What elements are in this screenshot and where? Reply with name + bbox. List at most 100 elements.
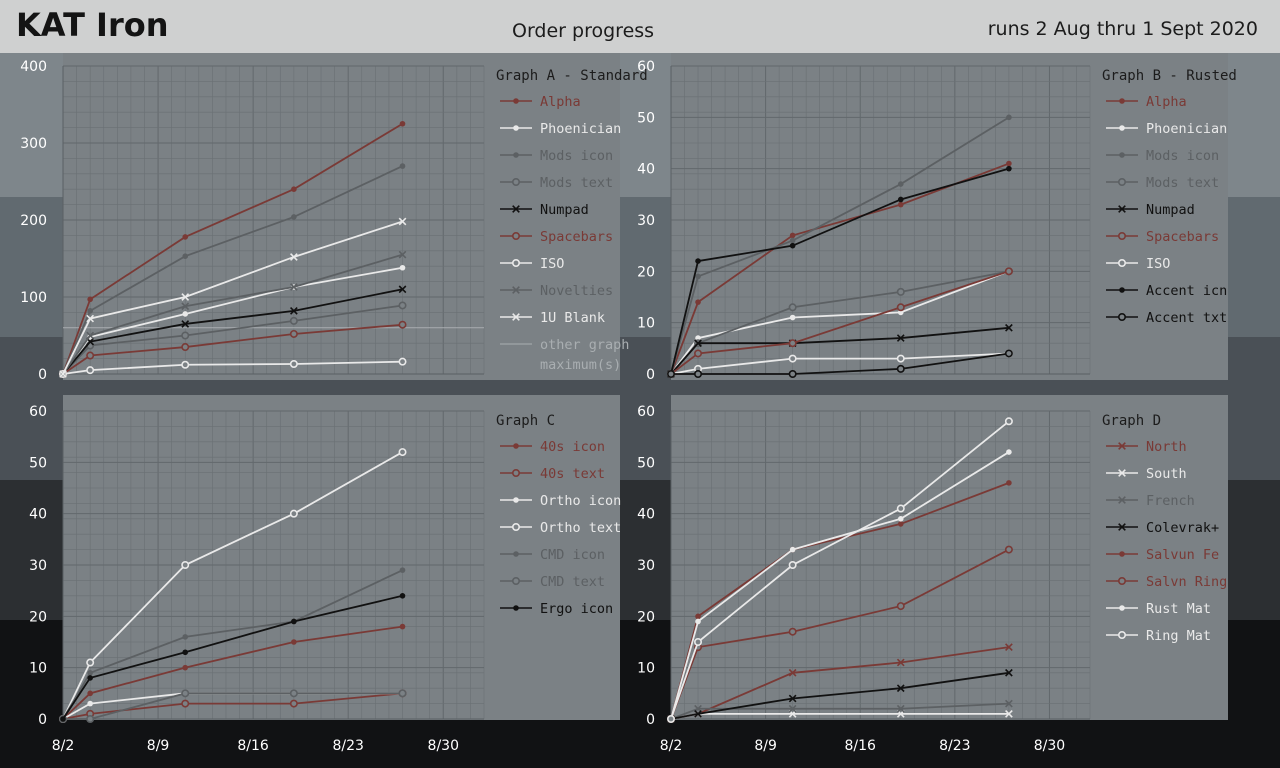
legend-label: ISO	[1146, 256, 1170, 272]
legend-item: Spacebars	[1106, 229, 1219, 245]
legend-marker	[512, 205, 520, 213]
legend-label: Numpad	[540, 202, 589, 218]
page-title: Order progress	[512, 20, 655, 42]
data-point	[181, 320, 190, 328]
y-tick-label: 300	[20, 136, 47, 152]
data-point	[788, 560, 797, 569]
data-point	[289, 689, 298, 698]
data-point	[897, 181, 904, 187]
x-tick-label: 8/2	[52, 738, 75, 754]
legend-marker	[1119, 551, 1125, 557]
brand-title: KAT Iron	[16, 6, 169, 44]
legend-item: ISO	[500, 256, 564, 272]
graph-title: Graph B - Rusted	[1102, 68, 1237, 84]
x-stroke	[1118, 442, 1126, 450]
data-point	[87, 675, 93, 681]
x-stroke	[1118, 523, 1126, 531]
legend-item: Salvn Ring	[1106, 574, 1227, 590]
data-point	[896, 602, 905, 611]
data-point	[1005, 699, 1013, 708]
legend-marker	[1119, 98, 1125, 104]
data-point	[86, 714, 95, 723]
legend-marker	[1118, 523, 1126, 531]
data-point	[290, 283, 298, 291]
series-accent-txt	[666, 349, 1013, 378]
data-point	[289, 509, 298, 518]
data-point	[86, 658, 95, 667]
data-point	[896, 504, 905, 513]
data-point	[290, 306, 298, 315]
data-point	[788, 704, 797, 713]
x-stroke	[896, 704, 905, 713]
data-point	[789, 314, 796, 321]
data-point	[1004, 349, 1013, 358]
legend-label: CMD icon	[540, 547, 605, 563]
legend-label: Mods text	[540, 175, 613, 191]
y-tick-label: 30	[637, 558, 655, 574]
legend-marker	[513, 152, 519, 158]
legend-marker	[511, 178, 520, 187]
legend-marker	[1119, 605, 1125, 611]
legend-item: Salvun Fe	[1106, 547, 1219, 563]
legend-item: Ergo icon	[500, 601, 613, 617]
graph-background	[671, 395, 1228, 720]
legend-label: Colevrak+	[1146, 520, 1219, 536]
x-stroke	[1005, 323, 1013, 332]
legend-item: Rust Mat	[1106, 601, 1211, 617]
data-point	[182, 649, 189, 656]
legend-marker	[513, 605, 519, 611]
legend-label: Accent icn	[1146, 283, 1227, 299]
series-alpha	[668, 160, 1012, 377]
data-point	[1005, 710, 1013, 718]
legend-marker	[511, 258, 520, 267]
x-stroke	[398, 285, 407, 294]
y-tick-label: 50	[637, 455, 655, 471]
y-tick-label: 0	[646, 367, 655, 383]
x-tick-label: 8/2	[660, 738, 683, 754]
legend-item: Numpad	[500, 202, 589, 218]
x-tick-label: 8/30	[428, 738, 459, 754]
data-point	[86, 366, 95, 375]
y-tick-label: 30	[29, 558, 47, 574]
legend-marker	[1118, 258, 1127, 267]
data-point	[181, 331, 190, 340]
y-tick-label: 20	[29, 609, 47, 625]
legend-item: Mods icon	[500, 148, 613, 164]
legend-label: Ortho text	[540, 520, 621, 536]
y-tick-label: 20	[637, 264, 655, 280]
legend: 40s icon 40s text Ortho icon Ortho text CMD …	[500, 439, 621, 617]
data-point	[399, 567, 406, 573]
x-stroke	[398, 250, 407, 259]
date-range: runs 2 Aug thru 1 Sept 2020	[987, 18, 1258, 40]
legend-item: Novelties	[500, 283, 613, 299]
x-stroke	[896, 658, 905, 667]
y-tick-label: 50	[29, 455, 47, 471]
data-point	[399, 120, 406, 127]
graph-a: 0 100 200 300 400 Graph A - Standard Alpha Phoe…	[20, 53, 648, 383]
data-point	[897, 521, 904, 527]
graph-title: Graph A - Standard	[496, 68, 648, 84]
series-ring-mat	[666, 417, 1013, 723]
x-tick-label: 8/16	[237, 738, 269, 754]
graph-c: 0 10 20 30 40 50 60 8/2 8/9 8/16 8/23 8/30 Graph C 40…	[29, 395, 621, 754]
legend-marker	[1118, 576, 1127, 585]
legend-item: Phoenician	[1106, 121, 1227, 137]
legend-item: Spacebars	[500, 229, 613, 245]
data-point	[896, 658, 905, 667]
data-point	[1006, 449, 1012, 455]
legend-label: maximum(s)	[540, 357, 621, 373]
legend-label: Novelties	[540, 283, 613, 299]
legend-marker	[513, 98, 519, 104]
data-point	[1006, 160, 1012, 167]
data-point	[398, 357, 407, 366]
legend-item: Numpad	[1106, 202, 1195, 218]
legend-item-reference: other graph maximum(s)	[500, 337, 629, 373]
graph-background	[63, 53, 620, 380]
data-point	[788, 303, 797, 312]
y-tick-label: 50	[637, 110, 655, 126]
y-tick-label: 0	[646, 712, 655, 728]
data-point	[398, 250, 407, 259]
x-stroke	[290, 306, 298, 315]
grid	[670, 65, 1091, 375]
